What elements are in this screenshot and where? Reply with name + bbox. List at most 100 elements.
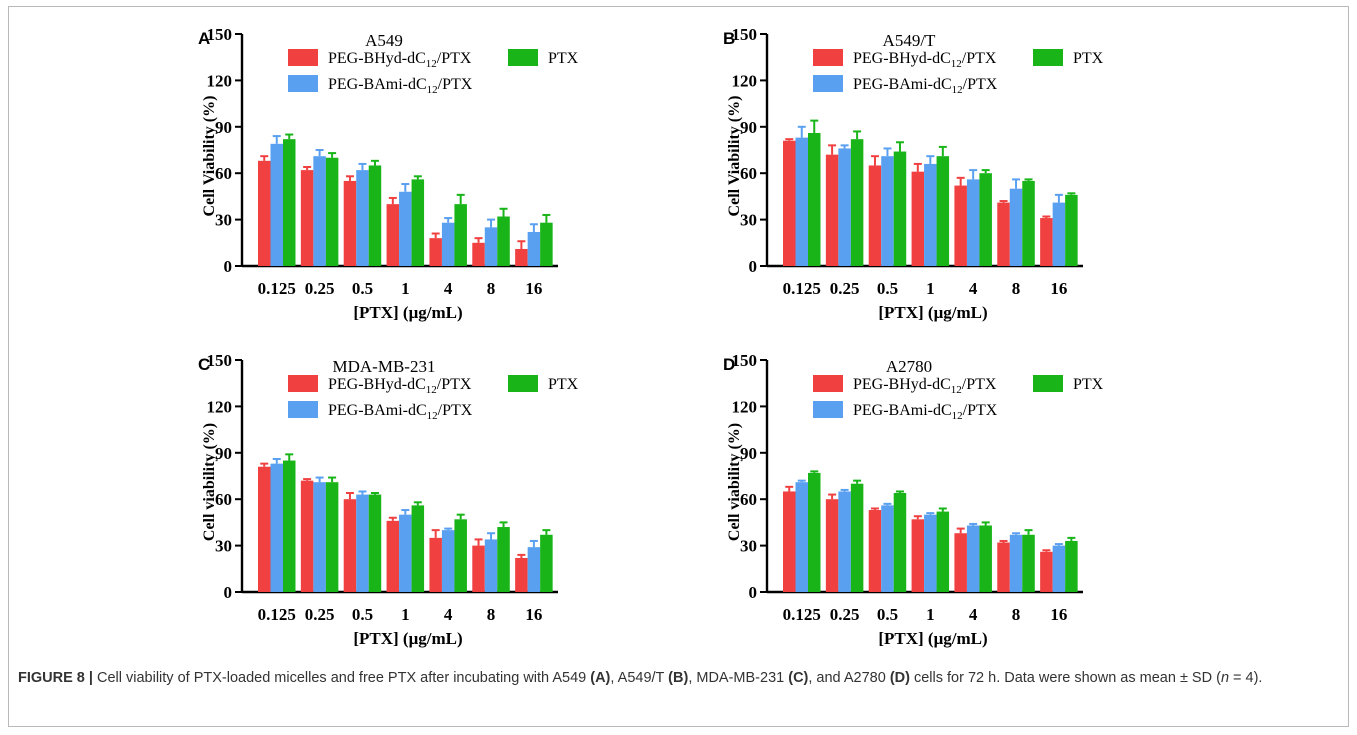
bar <box>1009 188 1023 266</box>
x-axis-label: [PTX] (μg/mL) <box>878 629 987 648</box>
y-tick-label: 90 <box>215 118 232 137</box>
caption-part: (A) <box>590 670 611 686</box>
legend-label: PTX <box>1073 376 1104 393</box>
bar <box>368 165 382 266</box>
legend-label: PEG-BHyd-dC12/PTX <box>328 376 472 396</box>
bar <box>313 156 326 266</box>
bar <box>497 527 510 592</box>
caption-part: (B) <box>668 670 689 686</box>
chart-panel-d: D A2780 0 30 60 90 120 150 Cell viability (%) 0.1… <box>723 344 1283 654</box>
bar <box>783 140 796 266</box>
x-tick-label: 0.5 <box>352 605 373 624</box>
figure-frame <box>8 6 1349 727</box>
bar <box>368 494 382 592</box>
bar <box>484 227 498 266</box>
chart-panel-c: C MDA-MB-231 0 30 60 90 120 150 Cell viability (… <box>198 344 758 654</box>
bar <box>270 463 283 592</box>
bar <box>411 179 425 266</box>
bar <box>795 482 808 592</box>
x-tick-label: 1 <box>401 279 410 298</box>
y-tick-label: 30 <box>215 211 232 230</box>
bar <box>283 139 296 266</box>
legend-swatch <box>508 49 538 66</box>
panel-letter: D <box>723 355 735 374</box>
bar <box>825 499 839 592</box>
panel-letter: C <box>198 355 210 374</box>
x-tick-label: 0.25 <box>830 605 860 624</box>
y-tick-label: 30 <box>740 537 757 556</box>
bar <box>527 231 541 266</box>
y-axis-label: Cell Viability (%) <box>726 96 743 217</box>
caption-part: , MDA-MB-231 <box>688 670 789 686</box>
chart-svg: B A549/T 0 30 60 90 120 150 Cell Viability (%) 0.… <box>723 25 1104 322</box>
bar <box>808 472 821 592</box>
chart-title: A549/T <box>883 31 937 50</box>
bar <box>472 242 485 266</box>
legend-label: PTX <box>548 376 579 393</box>
y-tick-label: 30 <box>740 211 757 230</box>
x-tick-label: 16 <box>525 605 542 624</box>
legend-label: PTX <box>1073 50 1104 67</box>
bar <box>966 179 980 266</box>
x-tick-label: 8 <box>1012 279 1021 298</box>
x-tick-label: 0.5 <box>877 605 898 624</box>
legend-label: PEG-BAmi-dC12/PTX <box>328 402 473 422</box>
bar <box>343 180 357 266</box>
y-tick-label: 60 <box>215 164 232 183</box>
caption-part: cells for 72 h. Data were shown as mean … <box>909 670 1221 686</box>
bar <box>1065 540 1078 592</box>
chart-svg: D A2780 0 30 60 90 120 150 Cell viability (%) 0.1… <box>723 351 1104 648</box>
chart-title: MDA-MB-231 <box>333 357 436 376</box>
bar <box>850 139 864 266</box>
y-axis-label: Cell viability (%) <box>201 423 218 541</box>
bar <box>1009 534 1023 592</box>
bar <box>911 171 925 266</box>
y-axis-label: Cell Viability (%) <box>201 96 218 217</box>
y-tick-label: 150 <box>207 25 233 44</box>
chart-svg: C MDA-MB-231 0 30 60 90 120 150 Cell viability (… <box>198 351 579 648</box>
bar <box>954 533 967 592</box>
legend-label: PEG-BAmi-dC12/PTX <box>853 76 998 96</box>
x-tick-label: 0.125 <box>258 279 296 298</box>
bar <box>1065 194 1078 266</box>
bar <box>997 202 1010 266</box>
bar <box>1022 180 1035 266</box>
bar <box>1040 218 1053 266</box>
bar <box>924 163 937 266</box>
legend-swatch <box>288 401 318 418</box>
bar <box>325 482 339 592</box>
bar <box>429 238 442 266</box>
bar <box>515 248 528 266</box>
caption-part: = 4). <box>1229 670 1263 686</box>
x-tick-label: 16 <box>1050 605 1067 624</box>
legend-swatch <box>508 375 538 392</box>
bar <box>454 519 467 592</box>
bar <box>966 525 980 592</box>
bar <box>527 547 541 592</box>
caption-part: , and A2780 <box>808 670 890 686</box>
legend-swatch <box>288 375 318 392</box>
x-tick-label: 0.125 <box>783 279 821 298</box>
caption-part: (D) <box>889 670 910 686</box>
bar <box>924 514 937 592</box>
bar <box>838 491 851 592</box>
chart-svg: A A549 0 30 60 90 120 150 Cell Viability (%) 0.12… <box>198 25 579 322</box>
legend-label: PEG-BHyd-dC12/PTX <box>853 376 997 396</box>
bar <box>838 148 851 266</box>
x-tick-label: 0.125 <box>783 605 821 624</box>
x-tick-label: 4 <box>444 605 453 624</box>
legend-swatch <box>813 375 843 392</box>
x-tick-label: 1 <box>926 279 935 298</box>
bar <box>997 542 1010 592</box>
bar <box>1052 545 1066 592</box>
bar <box>472 545 485 592</box>
bar <box>881 156 894 266</box>
bar <box>386 520 400 592</box>
legend-swatch <box>813 75 843 92</box>
bar <box>441 530 455 592</box>
y-tick-label: 60 <box>740 164 757 183</box>
bar <box>881 505 894 592</box>
legend-swatch <box>813 49 843 66</box>
legend-label: PTX <box>548 50 579 67</box>
bar <box>954 185 967 266</box>
